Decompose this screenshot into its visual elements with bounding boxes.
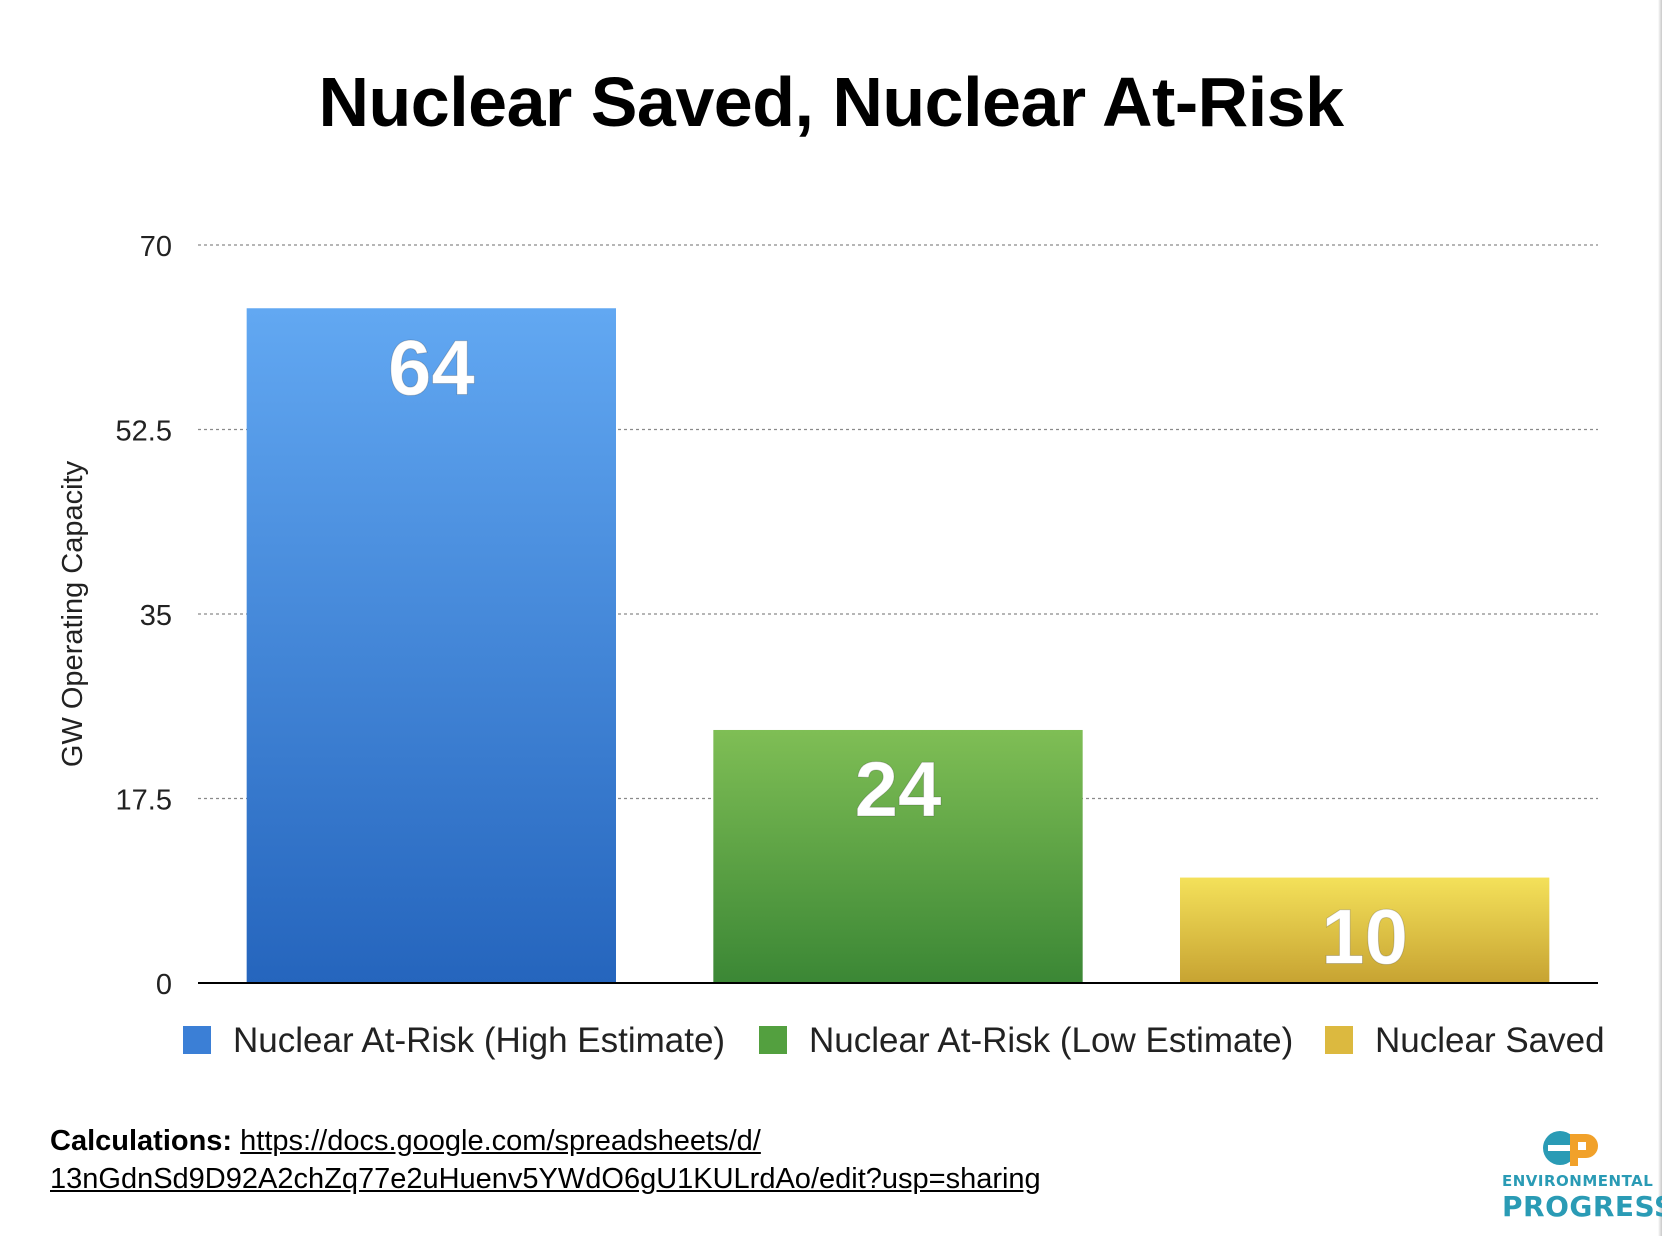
legend-swatch [1325, 1026, 1353, 1054]
calculations-footer: Calculations: https://docs.google.com/sp… [50, 1122, 1041, 1198]
calculations-link-line2[interactable]: 13nGdnSd9D92A2chZq77e2uHuenv5YWdO6gU1KUL… [50, 1163, 1041, 1195]
bar-3 [1180, 877, 1550, 983]
environmental-progress-logo: ENVIRONMENTAL PROGRESS [1502, 1128, 1662, 1228]
legend-label: Nuclear Saved [1375, 1021, 1605, 1060]
logo-line1: ENVIRONMENTAL [1502, 1172, 1654, 1190]
y-tick-label: 35 [140, 600, 172, 632]
y-tick-label: 0 [156, 969, 172, 1001]
bar-2 [713, 729, 1083, 983]
y-tick-label: 17.5 [116, 785, 172, 817]
logo-line2: PROGRESS [1502, 1190, 1662, 1223]
slide-edge-shadow [1658, 0, 1662, 1236]
ep-logo-icon [1543, 1131, 1598, 1166]
chart-title: Nuclear Saved, Nuclear At-Risk [318, 63, 1344, 141]
y-tick-label: 70 [140, 231, 172, 263]
bar-value-label: 24 [855, 745, 942, 833]
legend-swatch [183, 1026, 211, 1054]
bar-value-label: 10 [1321, 893, 1408, 981]
y-tick-label: 52.5 [116, 416, 172, 448]
legend-swatch [759, 1026, 787, 1054]
bar-1 [246, 308, 616, 983]
bar-value-label: 64 [388, 323, 475, 411]
legend-label: Nuclear At-Risk (High Estimate) [233, 1021, 725, 1060]
calculations-label: Calculations: [50, 1125, 233, 1157]
calculations-link-line1[interactable]: https://docs.google.com/spreadsheets/d/ [240, 1125, 761, 1157]
legend-label: Nuclear At-Risk (Low Estimate) [809, 1021, 1293, 1060]
y-axis-label: GW Operating Capacity [57, 460, 89, 767]
